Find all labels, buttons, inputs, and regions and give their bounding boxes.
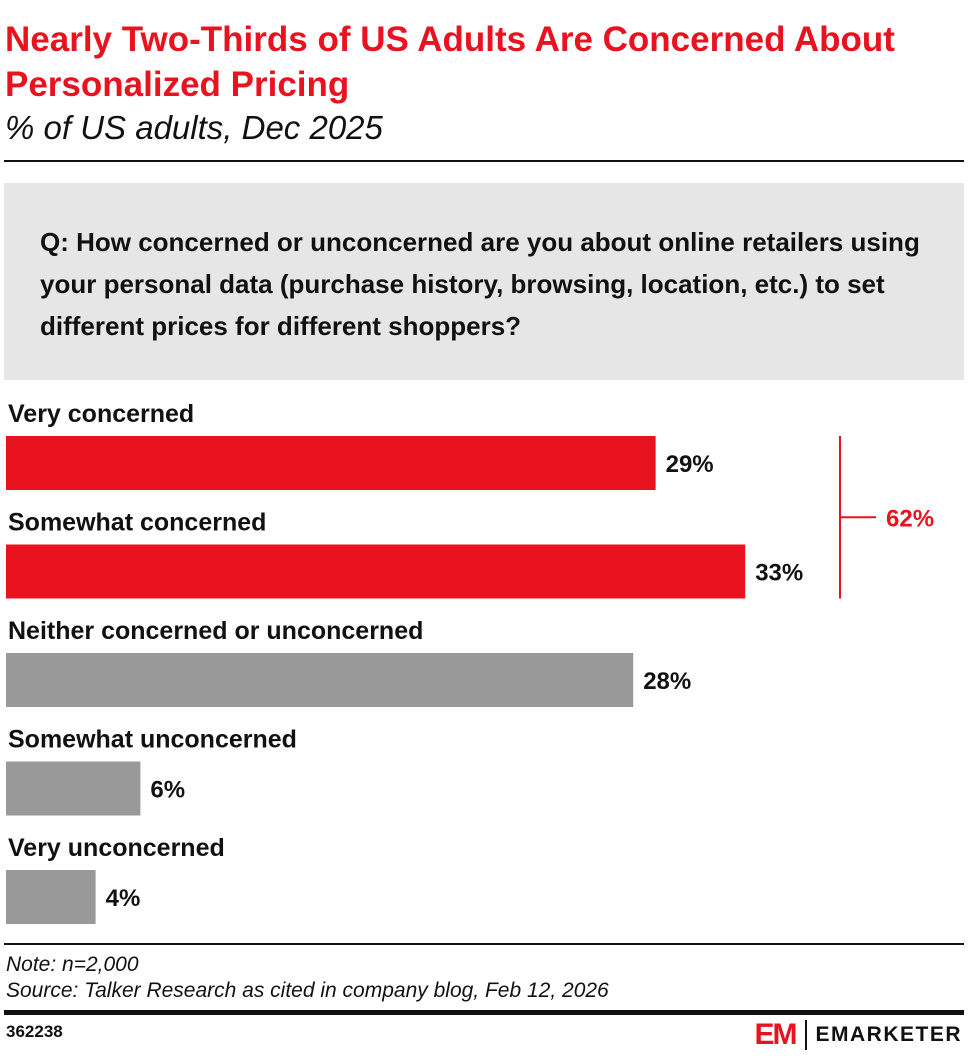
- category-label: Very unconcerned: [8, 834, 225, 862]
- bar-chart: Very concerned 29% Somewhat concerned 33% Ne…: [6, 400, 934, 924]
- bar: [6, 761, 141, 816]
- value-label: 28%: [643, 668, 691, 695]
- category-label: Neither concerned or unconcerned: [8, 617, 423, 645]
- value-label: 29%: [666, 451, 714, 478]
- bar: [6, 544, 746, 599]
- bottom-divider: [4, 943, 964, 945]
- category-label: Somewhat concerned: [8, 509, 266, 537]
- value-label: 4%: [106, 885, 141, 912]
- chart-title: Nearly Two-Thirds of US Adults Are Conce…: [5, 20, 895, 104]
- brand-mark: EM: [754, 1018, 797, 1051]
- chart-id: 362238: [6, 1022, 63, 1041]
- footer-divider: [4, 1010, 964, 1015]
- chart-subtitle: % of US adults, Dec 2025: [5, 109, 383, 146]
- category-label: Very concerned: [8, 400, 194, 428]
- value-label: 6%: [150, 777, 185, 804]
- brand-separator: [805, 1020, 808, 1050]
- brand-logo: EM EMARKETER: [754, 1018, 962, 1052]
- bar: [6, 870, 96, 924]
- value-label: 33%: [755, 560, 803, 587]
- bracket-label: 62%: [886, 505, 934, 532]
- question-box: Q: How concerned or unconcerned are you …: [4, 183, 964, 380]
- note: Note: n=2,000: [6, 953, 139, 976]
- bar: [6, 436, 656, 490]
- brand-name: EMARKETER: [815, 1023, 962, 1046]
- source: Source: Talker Research as cited in comp…: [6, 979, 609, 1002]
- question-text: Q: How concerned or unconcerned are you …: [40, 227, 920, 341]
- top-divider: [4, 160, 964, 162]
- category-label: Somewhat unconcerned: [8, 726, 297, 754]
- bar: [6, 653, 634, 707]
